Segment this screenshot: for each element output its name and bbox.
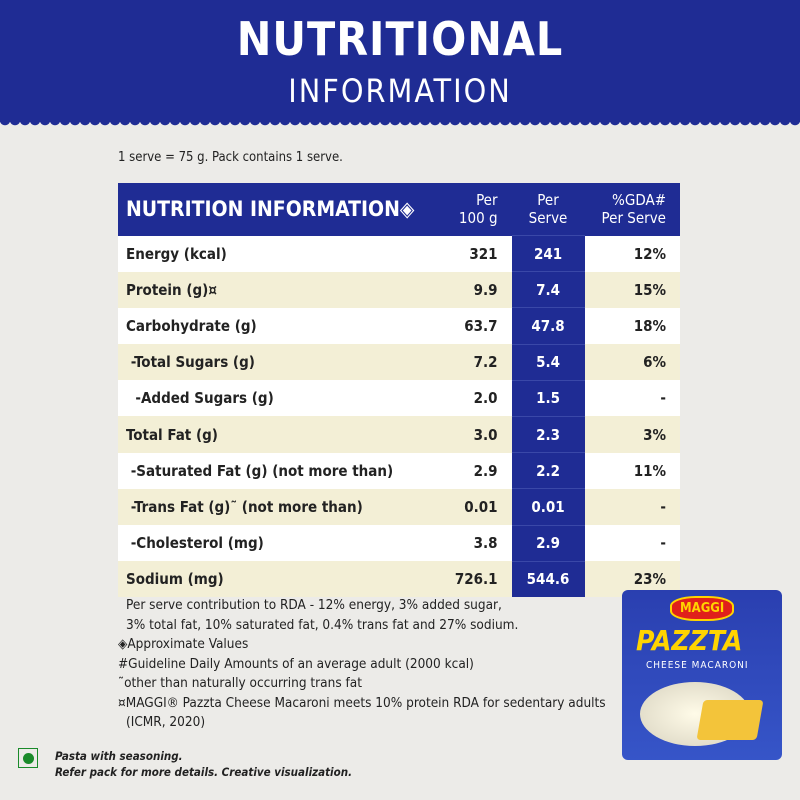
per-100g-value: 726.1 xyxy=(438,561,512,597)
per-100g-value: 2.9 xyxy=(438,452,512,489)
veg-mark-icon xyxy=(18,748,38,768)
serve-info: 1 serve = 75 g. Pack contains 1 serve. xyxy=(118,150,343,165)
per-100g-value: 0.01 xyxy=(438,488,512,525)
per-serve-value: 1.5 xyxy=(511,379,585,417)
footer-line-2: Refer pack for more details. Creative vi… xyxy=(55,765,353,779)
gda-value: 11% xyxy=(584,452,680,489)
note-gda: #Guideline Daily Amounts of an average a… xyxy=(118,655,474,672)
table-row: -Saturated Fat (g) (not more than) 2.9 2.2… xyxy=(118,452,680,489)
gda-value: 12% xyxy=(584,235,680,272)
pack-product-name: PAZZTA xyxy=(636,624,743,657)
table-row: Energy (kcal) 321 241 12% xyxy=(118,234,680,272)
gda-value: 3% xyxy=(584,416,680,453)
table-row: Sodium (mg) 726.1 544.6 23% xyxy=(118,560,680,597)
gda-value: - xyxy=(584,380,680,417)
note-trans-fat: ˜other than naturally occurring trans fa… xyxy=(118,675,362,691)
note-rda-2: 3% total fat, 10% saturated fat, 0.4% tr… xyxy=(126,616,519,633)
table-row: Total Fat (g) 3.0 2.3 3% xyxy=(118,415,680,453)
header-subtitle: INFORMATION xyxy=(288,72,512,110)
nutrient-label: Protein (g)¤ xyxy=(118,271,439,308)
table-row: -Total Sugars (g) 7.2 5.4 6% xyxy=(118,343,680,381)
footnotes: Per serve contribution to RDA - 12% ener… xyxy=(118,596,606,733)
nutrient-label: -Added Sugars (g) xyxy=(118,380,439,417)
per-100g-value: 7.2 xyxy=(438,344,512,381)
note-approximate: ◈Approximate Values xyxy=(118,636,249,652)
per-100g-value: 2.0 xyxy=(438,380,512,417)
column-header-per-100g: Per 100 g xyxy=(438,183,512,236)
header-banner: NUTRITIONAL INFORMATION xyxy=(0,0,800,130)
per-serve-value: 2.3 xyxy=(511,415,585,453)
per-100g-value: 63.7 xyxy=(438,307,512,345)
per-serve-value: 47.8 xyxy=(511,307,585,345)
nutrient-label: -Saturated Fat (g) (not more than) xyxy=(118,452,439,489)
table-row: -Cholesterol (mg) 3.8 2.9- xyxy=(118,524,680,562)
pack-variant: CHEESE MACARONI xyxy=(646,660,749,671)
column-header-nutrient: NUTRITION INFORMATION◈ xyxy=(118,183,439,236)
table-row: -Added Sugars (g) 2.0 1.5- xyxy=(118,379,680,417)
table-row: Protein (g)¤ 9.9 7.4 15% xyxy=(118,271,680,308)
nutrient-label: -Cholesterol (mg) xyxy=(118,525,439,562)
per-serve-value: 5.4 xyxy=(511,343,585,381)
nutrient-label: -Trans Fat (g)˜ (not more than) xyxy=(118,488,439,525)
nutrient-label: Carbohydrate (g) xyxy=(118,307,439,345)
per-serve-value: 7.4 xyxy=(511,271,585,308)
per-serve-value: 0.01 xyxy=(511,488,585,525)
header-title: NUTRITIONAL xyxy=(236,12,564,66)
footer-line-1: Pasta with seasoning. xyxy=(55,749,183,763)
note-protein: ¤MAGGI® Pazzta Cheese Macaroni meets 10%… xyxy=(118,694,606,711)
nutrition-table: NUTRITION INFORMATION◈ Per 100 g Per Ser… xyxy=(118,183,680,597)
gda-value: 15% xyxy=(584,271,680,308)
table-row: -Trans Fat (g)˜ (not more than) 0.01 0.01- xyxy=(118,488,680,525)
per-100g-value: 321 xyxy=(438,235,512,272)
per-100g-value: 3.8 xyxy=(438,525,512,562)
nutrient-label: Total Fat (g) xyxy=(118,416,439,453)
per-100g-value: 3.0 xyxy=(438,416,512,453)
gda-value: - xyxy=(584,525,680,562)
nutrient-label: -Total Sugars (g) xyxy=(118,344,439,381)
per-serve-value: 544.6 xyxy=(511,560,585,597)
nutrient-label: Sodium (mg) xyxy=(118,561,439,597)
per-serve-value: 2.2 xyxy=(511,452,585,489)
pack-brand-logo: MAGGI xyxy=(670,596,735,621)
per-serve-value: 241 xyxy=(511,234,585,272)
column-header-gda: %GDA# Per Serve xyxy=(584,183,680,236)
column-header-per-serve: Per Serve xyxy=(511,183,585,236)
footer-text: Pasta with seasoning. Refer pack for mor… xyxy=(55,748,352,780)
gda-value: 18% xyxy=(584,307,680,345)
per-100g-value: 9.9 xyxy=(438,271,512,308)
note-rda-1: Per serve contribution to RDA - 12% ener… xyxy=(126,597,502,613)
per-serve-value: 2.9 xyxy=(511,524,585,562)
cheese-image xyxy=(696,700,764,740)
gda-value: - xyxy=(584,488,680,525)
gda-value: 6% xyxy=(584,344,680,381)
note-icmr: (ICMR, 2020) xyxy=(126,714,206,730)
nutrient-label: Energy (kcal) xyxy=(118,235,439,272)
table-row: Carbohydrate (g) 63.7 47.8 18% xyxy=(118,307,680,345)
